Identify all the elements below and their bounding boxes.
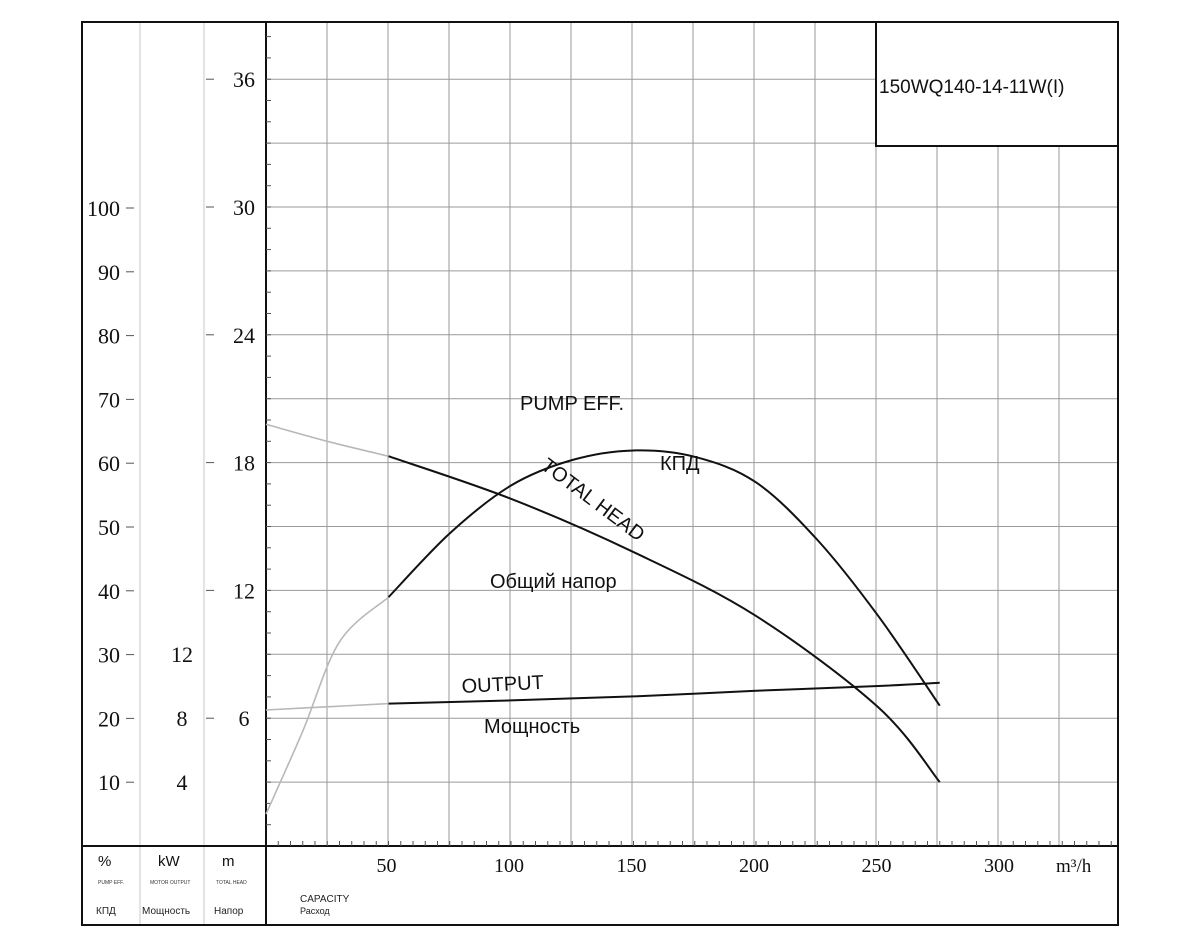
power-curve [388, 681, 940, 705]
eff-tick-label: 90 [98, 260, 120, 285]
head-curve [388, 455, 941, 783]
power-unit: kW [158, 853, 181, 870]
power-tiny-en: MOTOR OUTPUT [150, 880, 190, 886]
x-tick-label: 50 [377, 855, 397, 877]
x-tick-label: 100 [494, 855, 524, 877]
head-tiny-en: TOTAL HEAD [216, 880, 247, 886]
axis-ticks: 50 100 150 200 250 300 10 20 30 40 50 60 70 80 90 100 4 8… [87, 36, 1112, 877]
eff-ru: КПД [96, 906, 116, 917]
eff-tick-label: 20 [98, 706, 120, 731]
unit-cells: % kW m PUMP EFF. MOTOR OUTPUT TOTAL HEAD… [96, 853, 1092, 917]
model-box: 150WQ140-14-11W(I) [875, 21, 1119, 147]
eff-tiny-en: PUMP EFF. [98, 880, 124, 886]
head-tick-label: 6 [239, 706, 250, 731]
eff-tick-label: 10 [98, 770, 120, 795]
head-ru: Напор [214, 906, 244, 917]
x-tick-label: 300 [984, 855, 1014, 877]
x-tick-label: 150 [617, 855, 647, 877]
grid [139, 22, 1118, 925]
head-tick-label: 24 [233, 323, 255, 348]
model-label: 150WQ140-14-11W(I) [879, 77, 1065, 98]
head-label-ru: Общий напор [490, 571, 617, 593]
head-tick-label: 30 [233, 195, 255, 220]
eff-label-ru: КПД [660, 453, 700, 475]
x-tick-label: 200 [739, 855, 769, 877]
power-ru: Мощность [142, 906, 190, 917]
head-tick-label: 18 [233, 451, 255, 476]
eff-label-en: PUMP EFF. [520, 393, 624, 415]
eff-tick-label: 100 [87, 196, 120, 221]
eff-curve [387, 449, 941, 707]
eff-tick-label: 50 [98, 515, 120, 540]
eff-tick-label: 30 [98, 643, 120, 668]
x-unit-label: m³/h [1056, 856, 1092, 877]
power-label-ru: Мощность [484, 716, 580, 738]
capacity-label-ru: Расход [300, 906, 330, 916]
x-tick-label: 250 [862, 855, 892, 877]
curve-labels: PUMP EFF. КПД TOTAL HEAD Общий напор OUT… [461, 393, 700, 738]
head-tick-label: 12 [233, 578, 255, 603]
eff-tick-label: 60 [98, 451, 120, 476]
head-tick-label: 36 [233, 67, 255, 92]
curves [265, 423, 941, 815]
power-tick-label: 8 [177, 706, 188, 731]
capacity-label-en: CAPACITY [300, 894, 350, 905]
power-curve-extrapolated [265, 702, 389, 711]
eff-unit: % [98, 853, 111, 870]
power-tick-label: 4 [177, 770, 188, 795]
power-tick-label: 12 [171, 642, 193, 667]
power-label-en: OUTPUT [461, 672, 544, 698]
head-curve-extrapolated [265, 423, 389, 457]
eff-curve-extrapolated [265, 596, 390, 815]
head-unit: m [222, 853, 235, 870]
eff-tick-label: 40 [98, 579, 120, 604]
eff-tick-label: 70 [98, 387, 120, 412]
chart-frame [81, 21, 1119, 926]
eff-tick-label: 80 [98, 324, 120, 349]
